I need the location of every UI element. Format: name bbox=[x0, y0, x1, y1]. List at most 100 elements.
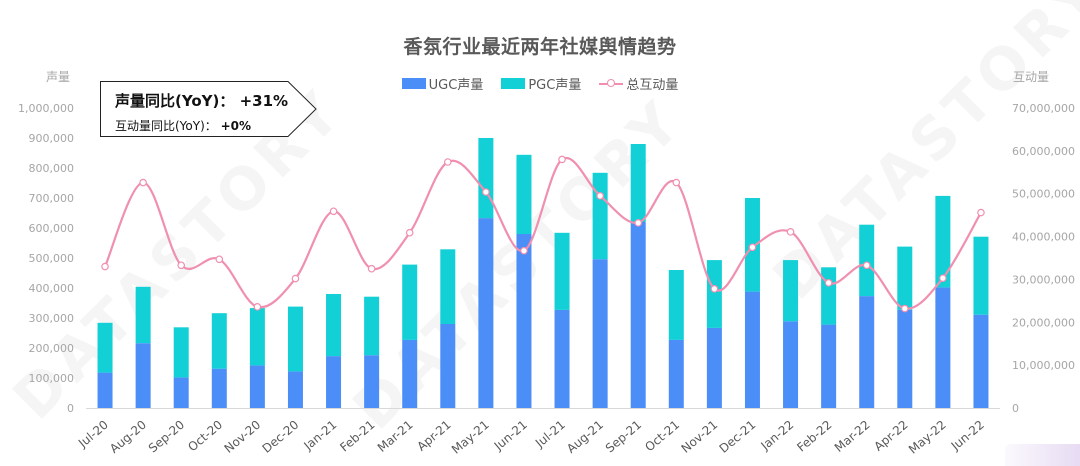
bar-pgc[interactable] bbox=[135, 286, 151, 344]
line-point-marker[interactable] bbox=[101, 262, 109, 271]
x-axis-label: Jun-22 bbox=[948, 418, 987, 454]
line-point-marker[interactable] bbox=[558, 155, 566, 164]
left-axis-tick: 800,000 bbox=[29, 162, 75, 175]
bar-ugc[interactable] bbox=[135, 343, 151, 408]
line-point-marker[interactable] bbox=[291, 274, 300, 283]
bar-ugc[interactable] bbox=[554, 309, 570, 408]
legend-item-ugc[interactable]: UGC声量 bbox=[401, 74, 483, 93]
x-axis-label: Feb-21 bbox=[337, 418, 377, 455]
line-point-marker[interactable] bbox=[253, 303, 262, 311]
bar-pgc[interactable] bbox=[287, 306, 303, 372]
right-axis-title: 互动量 bbox=[1013, 70, 1050, 84]
bar-ugc[interactable] bbox=[783, 321, 799, 408]
bar-ugc[interactable] bbox=[326, 356, 342, 408]
line-point-marker[interactable] bbox=[748, 243, 757, 252]
legend-item-interactions[interactable]: 总互动量 bbox=[599, 74, 678, 93]
bar-ugc[interactable] bbox=[516, 234, 532, 408]
bar-pgc[interactable] bbox=[440, 249, 456, 324]
x-axis-label: Nov-20 bbox=[222, 418, 264, 456]
bar-pgc[interactable] bbox=[249, 308, 265, 366]
bar-pgc[interactable] bbox=[973, 236, 989, 315]
interaction-line bbox=[104, 156, 982, 310]
bar-pgc[interactable] bbox=[783, 260, 799, 322]
bar-pgc[interactable] bbox=[897, 246, 913, 310]
line-point-marker[interactable] bbox=[900, 304, 909, 313]
line-point-marker[interactable] bbox=[443, 158, 452, 166]
bar-pgc[interactable] bbox=[630, 144, 646, 222]
bar-pgc[interactable] bbox=[706, 260, 722, 328]
bar-ugc[interactable] bbox=[973, 314, 989, 408]
bar-ugc[interactable] bbox=[402, 339, 418, 408]
bar-pgc[interactable] bbox=[326, 294, 342, 357]
legend-label: 总互动量 bbox=[626, 78, 679, 93]
bar-pgc[interactable] bbox=[592, 172, 608, 260]
x-axis-label: May-22 bbox=[906, 418, 949, 457]
bar-ugc[interactable] bbox=[97, 372, 113, 408]
line-point-marker[interactable] bbox=[367, 264, 376, 273]
bar-pgc[interactable] bbox=[516, 154, 532, 234]
line-point-marker[interactable] bbox=[672, 178, 681, 187]
bar-pgc[interactable] bbox=[402, 264, 418, 340]
bar-ugc[interactable] bbox=[706, 327, 722, 408]
x-axis-label: Mar-22 bbox=[832, 418, 873, 455]
line-point-marker[interactable] bbox=[139, 178, 147, 187]
bar-pgc[interactable] bbox=[668, 270, 684, 340]
bar-ugc[interactable] bbox=[287, 371, 303, 408]
x-axis-label: Apr-22 bbox=[871, 418, 910, 454]
x-axis-label: Aug-21 bbox=[564, 418, 606, 456]
x-axis-label: Sep-21 bbox=[603, 418, 644, 456]
bar-ugc[interactable] bbox=[173, 377, 189, 408]
line-point-marker[interactable] bbox=[977, 208, 985, 217]
right-axis-tick: 20,000,000 bbox=[1012, 316, 1075, 329]
line-point-marker[interactable] bbox=[520, 246, 528, 255]
left-axis-tick: 100,000 bbox=[29, 372, 75, 385]
bar-pgc[interactable] bbox=[821, 267, 837, 325]
bar-ugc[interactable] bbox=[859, 296, 875, 408]
x-axis-label: Sep-20 bbox=[146, 418, 187, 456]
line-point-marker[interactable] bbox=[405, 228, 414, 237]
bar-ugc[interactable] bbox=[744, 291, 760, 408]
bar-pgc[interactable] bbox=[935, 195, 951, 288]
bar-ugc[interactable] bbox=[592, 259, 608, 408]
volume-yoy: 声量同比(YoY)： +31% bbox=[115, 90, 288, 111]
bar-ugc[interactable] bbox=[440, 324, 456, 408]
bar-ugc[interactable] bbox=[935, 287, 951, 408]
line-point-marker[interactable] bbox=[786, 228, 795, 236]
bar-ugc[interactable] bbox=[897, 309, 913, 408]
line-point-marker[interactable] bbox=[939, 274, 947, 282]
bar-ugc[interactable] bbox=[668, 339, 684, 408]
line-point-marker[interactable] bbox=[634, 219, 643, 227]
legend-label: PGC声量 bbox=[528, 78, 582, 93]
bar-ugc[interactable] bbox=[364, 355, 380, 408]
volume-yoy-value: +31% bbox=[239, 92, 289, 110]
line-point-marker[interactable] bbox=[177, 261, 186, 270]
line-point-marker[interactable] bbox=[710, 285, 719, 293]
bar-ugc[interactable] bbox=[211, 368, 227, 408]
line-point-marker[interactable] bbox=[482, 188, 490, 196]
legend-item-pgc[interactable]: PGC声量 bbox=[501, 74, 581, 93]
line-point-marker[interactable] bbox=[329, 207, 338, 216]
bar-pgc[interactable] bbox=[859, 224, 875, 297]
bar-ugc[interactable] bbox=[821, 324, 837, 408]
bar-pgc[interactable] bbox=[97, 322, 113, 373]
x-axis-label: Nov-21 bbox=[679, 418, 721, 456]
line-point-marker[interactable] bbox=[862, 261, 871, 270]
bar-pgc[interactable] bbox=[554, 232, 570, 310]
bar-pgc[interactable] bbox=[173, 327, 189, 378]
bar-pgc[interactable] bbox=[478, 138, 494, 219]
corner-decoration bbox=[1005, 444, 1080, 466]
line-point-marker[interactable] bbox=[215, 255, 224, 264]
right-axis-tick: 30,000,000 bbox=[1012, 273, 1075, 286]
bar-pgc[interactable] bbox=[211, 313, 227, 369]
yoy-callout: 声量同比(YoY)： +31% 互动量同比(YoY)： +0% bbox=[100, 81, 317, 137]
left-axis-tick: 600,000 bbox=[29, 222, 75, 235]
line-marker-icon bbox=[599, 78, 624, 89]
bar-ugc[interactable] bbox=[249, 365, 265, 408]
bar-ugc[interactable] bbox=[630, 222, 646, 408]
bar-pgc[interactable] bbox=[364, 296, 380, 356]
chart-title: 香氛行业最近两年社媒舆情趋势 bbox=[403, 36, 677, 58]
line-point-marker[interactable] bbox=[596, 192, 604, 200]
bar-ugc[interactable] bbox=[478, 218, 494, 408]
line-point-marker[interactable] bbox=[824, 279, 833, 287]
